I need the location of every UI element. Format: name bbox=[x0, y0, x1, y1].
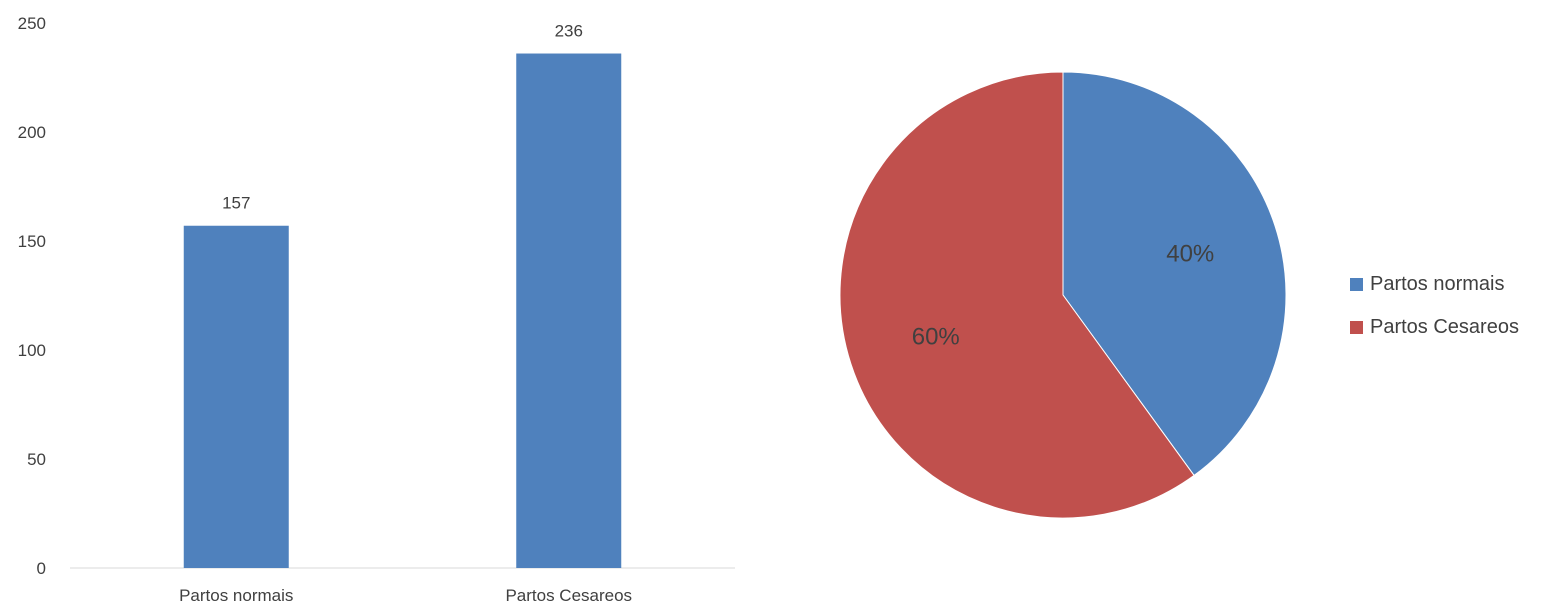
y-tick-label: 200 bbox=[18, 123, 46, 142]
bar-data-labels: 157 236 bbox=[222, 22, 583, 213]
y-tick-label: 250 bbox=[18, 14, 46, 33]
bar-data-label: 157 bbox=[222, 194, 250, 213]
legend-label: Partos normais bbox=[1370, 273, 1505, 295]
legend-swatch bbox=[1350, 278, 1363, 291]
x-category-label: Partos normais bbox=[179, 586, 293, 605]
pie-slice bbox=[839, 71, 1195, 519]
bar-data-label: 236 bbox=[555, 22, 583, 41]
pie-data-label: 60% bbox=[912, 323, 960, 350]
x-axis-category-labels: Partos normais Partos Cesareos bbox=[179, 586, 632, 605]
legend-label: Partos Cesareos bbox=[1370, 316, 1519, 338]
pie-slice bbox=[1062, 71, 1287, 477]
pie-chart: 40% 60% bbox=[839, 71, 1287, 519]
bar bbox=[183, 225, 289, 569]
x-category-label: Partos Cesareos bbox=[505, 586, 632, 605]
legend-swatch bbox=[1350, 321, 1363, 334]
y-tick-label: 0 bbox=[37, 559, 46, 578]
pie-data-label: 40% bbox=[1166, 241, 1214, 268]
y-tick-label: 50 bbox=[27, 450, 46, 469]
y-axis-tick-labels: 0 50 100 150 200 250 bbox=[18, 14, 46, 578]
pie-slices bbox=[839, 71, 1287, 519]
bar bbox=[516, 53, 622, 568]
y-tick-label: 100 bbox=[18, 341, 46, 360]
y-tick-label: 150 bbox=[18, 232, 46, 251]
pie-legend: Partos normais Partos Cesareos bbox=[1350, 273, 1519, 338]
pie-data-labels: 40% 60% bbox=[912, 241, 1215, 351]
bar-series bbox=[183, 53, 622, 569]
